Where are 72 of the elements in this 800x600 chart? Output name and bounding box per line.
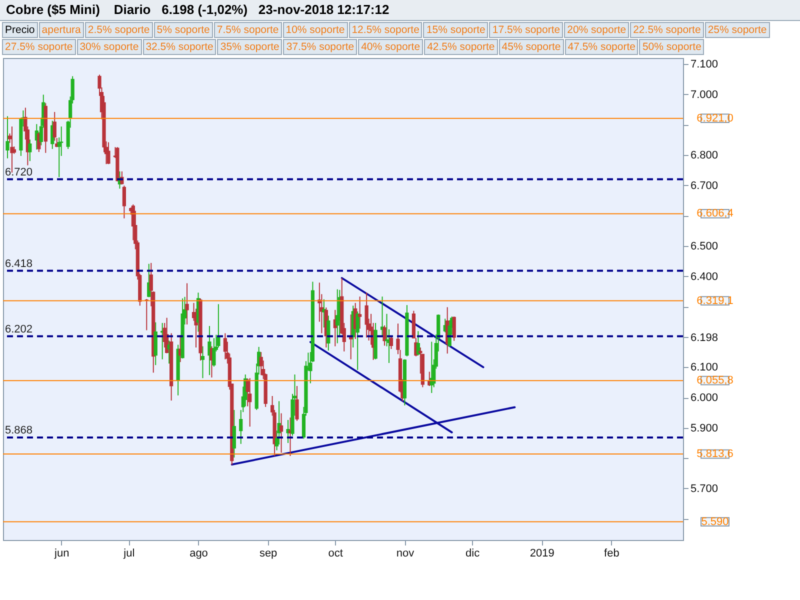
ref-line-label: 6.921,0 — [696, 112, 734, 124]
ref-line-label: 5.590 — [701, 516, 729, 528]
y-tick-label: 7.000 — [690, 88, 718, 101]
text: 5% soporte — [154, 22, 213, 38]
ref-line-label: 6.720 — [5, 166, 33, 178]
candlestick — [295, 386, 299, 422]
chart-subtitle: Diario 6.198 (-1,02%) 23-nov-2018 12:17:12 — [114, 2, 390, 17]
candlestick — [389, 335, 394, 350]
candlestick — [358, 296, 362, 330]
candlestick — [279, 412, 284, 454]
candlestick — [259, 352, 263, 376]
y-tick-label: 7.100 — [690, 58, 718, 71]
x-tick-label: ago — [190, 548, 208, 560]
text: Precio — [2, 22, 38, 38]
y-tick-label: 6.800 — [690, 150, 718, 162]
x-tick-label: nov — [396, 548, 415, 560]
text: 22.5% soporte — [630, 22, 704, 38]
text: 35% soporte — [217, 39, 282, 55]
text: 27.5% soporte — [2, 39, 76, 55]
y-tick-label: 5.900 — [690, 422, 718, 434]
ref-line-label: 6.606,4 — [696, 208, 734, 220]
text: 20% soporte — [564, 22, 630, 38]
ref-line-label: 6.418 — [5, 258, 33, 270]
text: 47.5% soporte — [564, 39, 638, 55]
text: apertura — [38, 22, 84, 38]
text: 25% soporte — [704, 22, 770, 38]
candlestick — [216, 304, 220, 348]
ref-line-label: 6.202 — [5, 323, 33, 336]
y-tick-label: 6.000 — [690, 392, 718, 404]
text: 42.5% soporte — [424, 39, 498, 55]
text: 37.5% soporte — [283, 39, 358, 55]
text: 15% soporte — [423, 22, 488, 38]
candlestick — [154, 322, 158, 366]
text: 12.5% soporte — [348, 22, 422, 38]
y-tick-label: 6.100 — [690, 362, 718, 374]
y-tick-label: 5.700 — [690, 482, 718, 495]
y-tick-label: 6.700 — [690, 180, 718, 192]
ref-line-label: 5.868 — [5, 424, 33, 437]
text: 32.5% soporte — [142, 39, 216, 55]
x-tick-label: oct — [328, 548, 343, 560]
y-tick-label: 6.198 — [690, 332, 718, 344]
x-tick-label: 2019 — [530, 548, 554, 560]
candlestick — [223, 332, 227, 360]
candlestick — [364, 292, 368, 338]
candlestick — [248, 378, 252, 428]
y-tick-label: 6.500 — [690, 240, 718, 252]
x-tick-label: feb — [604, 548, 620, 560]
candlestick — [28, 139, 32, 162]
x-tick-label: sep — [259, 548, 278, 560]
x-tick-label: jun — [54, 548, 70, 560]
text: 40% soporte — [358, 39, 424, 55]
text: 50% soporte — [639, 39, 704, 55]
candlestick — [356, 310, 360, 370]
x-tick-label: jul — [122, 548, 135, 560]
ref-line-label: 6.055,8 — [696, 374, 734, 387]
candlestick — [52, 111, 56, 142]
ref-line-label: 5.813,6 — [696, 448, 734, 460]
x-tick-label: dic — [466, 548, 480, 560]
y-tick-label: 6.400 — [690, 270, 718, 283]
candlestick — [200, 346, 205, 379]
text: 30% soporte — [76, 39, 142, 55]
text: 45% soporte — [498, 39, 564, 55]
text: 2.5% soporte — [84, 22, 153, 38]
candlestick — [382, 324, 386, 346]
candlestick — [212, 338, 216, 368]
chart-title: Cobre ($5 Mini) — [6, 2, 100, 17]
candlestick — [326, 315, 330, 352]
text: 7.5% soporte — [214, 22, 282, 38]
ref-line-label: 6.319,1 — [696, 294, 734, 307]
text: 17.5% soporte — [489, 22, 564, 38]
candlestick — [232, 409, 236, 458]
text: 10% soporte — [282, 22, 348, 38]
